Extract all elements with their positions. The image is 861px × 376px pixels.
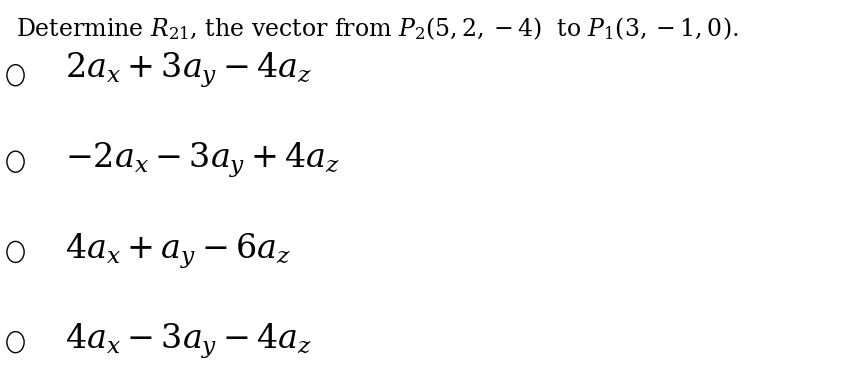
Text: $4a_x + a_y - 6a_z$: $4a_x + a_y - 6a_z$ — [65, 231, 290, 271]
Text: Determine $R_{21}$, the vector from $P_2(5, 2, -4)$  to $P_1(3, -1, 0)$.: Determine $R_{21}$, the vector from $P_2… — [15, 15, 737, 42]
Text: $4a_x - 3a_y - 4a_z$: $4a_x - 3a_y - 4a_z$ — [65, 321, 312, 361]
Text: $-2a_x - 3a_y + 4a_z$: $-2a_x - 3a_y + 4a_z$ — [65, 141, 339, 180]
Text: $2a_x + 3a_y - 4a_z$: $2a_x + 3a_y - 4a_z$ — [65, 51, 312, 90]
